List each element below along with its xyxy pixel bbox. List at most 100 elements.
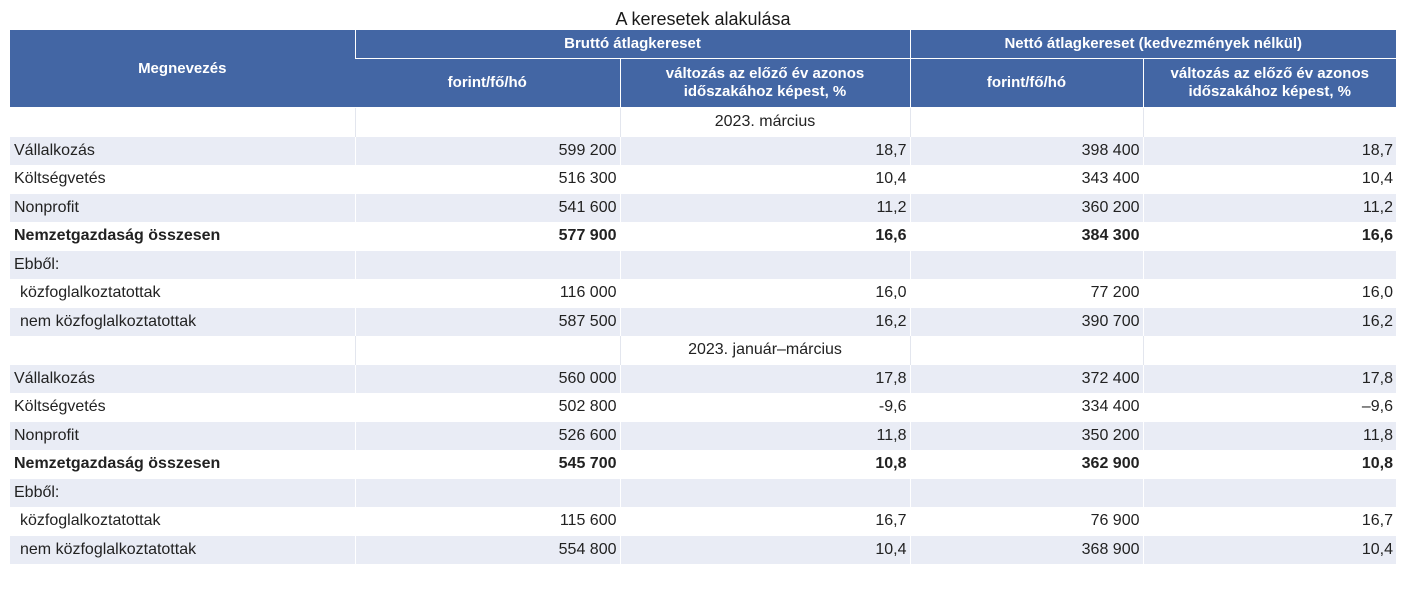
net-change-cell	[1142, 250, 1396, 279]
header-net-amount: forint/fő/hó	[909, 58, 1143, 108]
section-spacer	[354, 107, 620, 137]
header-net-group: Nettó átlagkereset (kedvezmények nélkül)	[909, 30, 1396, 59]
section-spacer	[10, 107, 355, 137]
table-row: Nonprofit 541 600 11,2 360 200 11,2	[10, 193, 1396, 222]
row-label: Ebből:	[10, 478, 355, 507]
gross-amount-cell: 516 300	[354, 165, 620, 194]
net-amount-cell: 362 900	[909, 450, 1143, 479]
net-amount-cell: 76 900	[909, 507, 1143, 536]
gross-change-cell: 17,8	[619, 364, 910, 393]
net-amount-cell: 398 400	[909, 136, 1143, 165]
section-spacer	[10, 336, 355, 365]
table-row: Költségvetés 516 300 10,4 343 400 10,4	[10, 165, 1396, 194]
table-row: közfoglalkoztatottak 116 000 16,0 77 200 16,…	[10, 279, 1396, 308]
table-row: Ebből:	[10, 250, 1396, 279]
row-label: nem közfoglalkoztatottak	[10, 535, 355, 564]
section-label: 2023. március	[619, 107, 910, 137]
header-gross-group: Bruttó átlagkereset	[354, 30, 910, 59]
section-spacer	[909, 336, 1143, 365]
gross-change-cell: -9,6	[619, 393, 910, 422]
net-amount-cell: 343 400	[909, 165, 1143, 194]
net-amount-cell: 77 200	[909, 279, 1143, 308]
table-row: Nemzetgazdaság összesen 545 700 10,8 362 90…	[10, 450, 1396, 479]
header-net-change: változás az előző év azonos időszakához …	[1142, 58, 1396, 108]
row-label: Költségvetés	[10, 393, 355, 422]
gross-change-cell: 18,7	[619, 136, 910, 165]
gross-amount-cell	[354, 250, 620, 279]
gross-amount-cell: 560 000	[354, 364, 620, 393]
net-change-cell: –9,6	[1142, 393, 1396, 422]
gross-change-cell: 16,6	[619, 222, 910, 251]
net-change-cell: 18,7	[1142, 136, 1396, 165]
row-label: Nonprofit	[10, 193, 355, 222]
section-label: 2023. január–március	[619, 336, 910, 365]
row-label: Nonprofit	[10, 421, 355, 450]
table-row: Ebből:	[10, 478, 1396, 507]
section-spacer	[1142, 336, 1396, 365]
table-title: A keresetek alakulása	[615, 9, 791, 29]
gross-change-cell: 10,4	[619, 165, 910, 194]
header-gross-change: változás az előző év azonos időszakához …	[619, 58, 910, 108]
net-amount-cell: 384 300	[909, 222, 1143, 251]
gross-change-cell: 11,8	[619, 421, 910, 450]
gross-change-cell: 10,8	[619, 450, 910, 479]
gross-change-cell: 10,4	[619, 535, 910, 564]
net-amount-cell: 334 400	[909, 393, 1143, 422]
gross-change-cell: 16,7	[619, 507, 910, 536]
table-row: Vállalkozás 560 000 17,8 372 400 17,8	[10, 364, 1396, 393]
net-change-cell: 11,2	[1142, 193, 1396, 222]
net-amount-cell: 360 200	[909, 193, 1143, 222]
row-label: közfoglalkoztatottak	[10, 507, 355, 536]
table-row: Költségvetés 502 800 -9,6 334 400 –9,6	[10, 393, 1396, 422]
row-label: Vállalkozás	[10, 136, 355, 165]
gross-amount-cell: 554 800	[354, 535, 620, 564]
net-amount-cell: 390 700	[909, 307, 1143, 336]
gross-amount-cell: 502 800	[354, 393, 620, 422]
net-change-cell: 10,4	[1142, 535, 1396, 564]
section-spacer	[354, 336, 620, 365]
net-change-cell	[1142, 478, 1396, 507]
gross-change-cell	[619, 250, 910, 279]
net-change-cell: 16,7	[1142, 507, 1396, 536]
net-change-cell: 17,8	[1142, 364, 1396, 393]
row-label: nem közfoglalkoztatottak	[10, 307, 355, 336]
gross-amount-cell: 526 600	[354, 421, 620, 450]
table-row: nem közfoglalkoztatottak 554 800 10,4 368 9…	[10, 535, 1396, 564]
table-row: közfoglalkoztatottak 115 600 16,7 76 900 16,…	[10, 507, 1396, 536]
gross-amount-cell: 587 500	[354, 307, 620, 336]
net-change-cell: 16,0	[1142, 279, 1396, 308]
section-row: 2023. január–március	[10, 336, 1396, 365]
gross-change-cell: 16,2	[619, 307, 910, 336]
table-row: Nemzetgazdaság összesen 577 900 16,6 384 30…	[10, 222, 1396, 251]
net-change-cell: 11,8	[1142, 421, 1396, 450]
table-row: Nonprofit 526 600 11,8 350 200 11,8	[10, 421, 1396, 450]
gross-amount-cell: 577 900	[354, 222, 620, 251]
table-row: nem közfoglalkoztatottak 587 500 16,2 390 7…	[10, 307, 1396, 336]
section-spacer	[909, 107, 1143, 137]
net-amount-cell: 350 200	[909, 421, 1143, 450]
gross-change-cell	[619, 478, 910, 507]
net-change-cell: 10,8	[1142, 450, 1396, 479]
gross-amount-cell: 545 700	[354, 450, 620, 479]
net-amount-cell	[909, 478, 1143, 507]
row-label: Költségvetés	[10, 165, 355, 194]
section-row: 2023. március	[10, 107, 1396, 137]
gross-change-cell: 11,2	[619, 193, 910, 222]
gross-amount-cell: 116 000	[354, 279, 620, 308]
gross-amount-cell: 115 600	[354, 507, 620, 536]
net-amount-cell: 368 900	[909, 535, 1143, 564]
net-amount-cell: 372 400	[909, 364, 1143, 393]
gross-change-cell: 16,0	[619, 279, 910, 308]
table-body: 2023. március Vállalkozás 599 200 18,7 398 4…	[10, 107, 1396, 564]
net-change-cell: 10,4	[1142, 165, 1396, 194]
gross-amount-cell	[354, 478, 620, 507]
row-label: közfoglalkoztatottak	[10, 279, 355, 308]
gross-amount-cell: 541 600	[354, 193, 620, 222]
net-amount-cell	[909, 250, 1143, 279]
header-gross-amount: forint/fő/hó	[355, 58, 620, 108]
section-spacer	[1142, 107, 1396, 137]
net-change-cell: 16,6	[1142, 222, 1396, 251]
row-label: Nemzetgazdaság összesen	[10, 222, 355, 251]
earnings-table: Megnevezés Bruttó átlagkereset Nettó átl…	[10, 30, 1396, 564]
net-change-cell: 16,2	[1142, 307, 1396, 336]
